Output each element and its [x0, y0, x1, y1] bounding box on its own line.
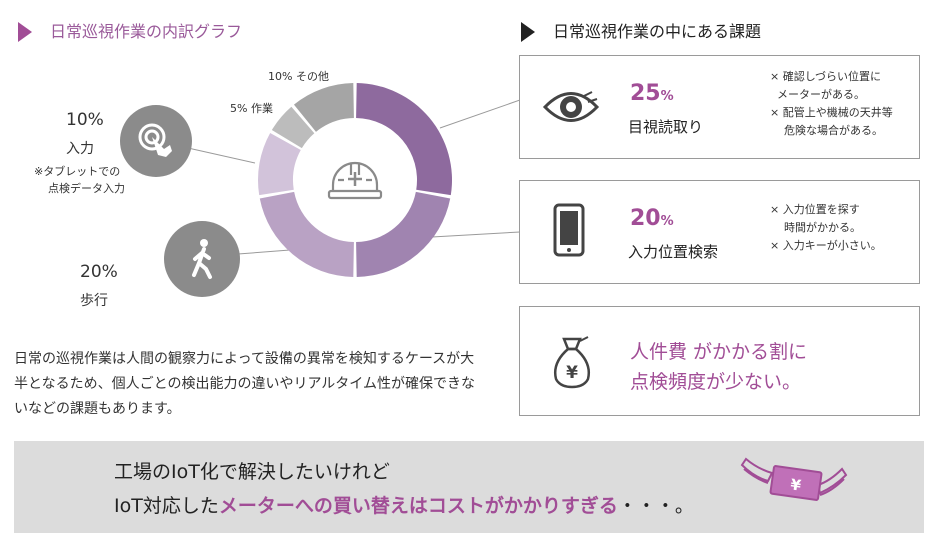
search-notes: × 入力位置を探す 時間がかかる。 × 入力キーが小さい。: [770, 203, 882, 252]
cost-line-2: 点検頻度が少ない。: [630, 371, 802, 393]
banner-highlight: メーターへの買い替えはコストがかかりすぎる: [218, 495, 618, 517]
banner-line-2-suffix: ・・・。: [617, 495, 694, 517]
cost-line-1: 人件費 がかかる割に: [630, 341, 808, 363]
leader-line-walk: [237, 249, 291, 255]
touch-icon-circle: [120, 105, 192, 177]
donut-slice-2: [356, 191, 451, 277]
walk-percent: 20%: [80, 262, 118, 282]
chart-section-title: 日常巡視作業の内訳グラフ: [50, 22, 243, 41]
walk-label: 歩行: [80, 293, 108, 309]
money-bag-icon: ¥: [554, 336, 590, 389]
banner-line-2: IoT対応したメーターへの買い替えはコストがかかりすぎる・・・。: [114, 491, 694, 518]
input-label: 入力: [66, 141, 94, 157]
banner-yen-symbol: ¥: [789, 475, 802, 494]
banner-line-2-prefix: IoT対応した: [114, 495, 219, 517]
reading-label: 目視読取り: [628, 118, 704, 136]
eye-icon: [542, 91, 600, 122]
reading-percent: 25%: [630, 81, 674, 106]
leader-line-search: [431, 231, 520, 238]
description-paragraph: 日常の巡視作業は人間の観察力によって設備の異常を検知するケースが大半となるため、…: [14, 351, 476, 417]
title-marker-right: [521, 22, 535, 42]
input-note-1: ※タブレットでの: [34, 165, 121, 178]
donut-slice-3: [259, 191, 354, 277]
work-label: 5% 作業: [230, 102, 273, 115]
donut-slice-1: [356, 83, 452, 196]
walking-person-icon: [192, 239, 212, 279]
issue-card-search: 20% 入力位置検索 × 入力位置を探す 時間がかかる。 × 入力キーが小さい。: [519, 180, 920, 284]
donut-slice-4: [258, 132, 301, 196]
search-percent: 20%: [630, 206, 674, 231]
donut-chart: [187, 83, 520, 277]
donut-slice-6: [293, 83, 354, 132]
search-label: 入力位置検索: [628, 243, 719, 261]
issues-section-title: 日常巡視作業の中にある課題: [553, 22, 762, 41]
banner-line-1: 工場のIoT化で解決したいけれど: [114, 461, 390, 483]
issue-card-cost: ¥ 人件費 がかかる割に 点検頻度が少ない。: [519, 306, 920, 416]
reading-notes: × 確認しづらい位置に メーターがある。 × 配管上や機械の天井等 危険な場合が…: [770, 70, 893, 137]
other-label: 10% その他: [268, 70, 329, 83]
donut-slice-5: [271, 106, 315, 149]
bottom-banner: 工場のIoT化で解決したいけれど IoT対応したメーターへの買い替えはコストがか…: [14, 441, 924, 533]
tablet-icon: [553, 203, 585, 257]
issue-card-reading: 25% 目視読取り × 確認しづらい位置に メーターがある。 × 配管上や機械の…: [519, 55, 920, 159]
input-percent: 10%: [66, 110, 104, 130]
input-note-2: 点検データ入力: [48, 182, 125, 195]
flying-money-icon: ¥: [740, 457, 848, 501]
hard-hat-icon: [327, 161, 383, 200]
walk-icon-circle: [164, 221, 240, 297]
leader-line-reading: [439, 99, 520, 129]
yen-symbol: ¥: [566, 363, 578, 383]
leader-line-input: [187, 147, 256, 164]
finger-touch-icon: [138, 123, 172, 157]
title-marker-left: [18, 22, 32, 42]
